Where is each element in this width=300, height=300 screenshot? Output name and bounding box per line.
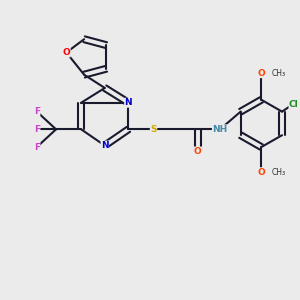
Text: S: S: [150, 125, 157, 134]
Text: NH: NH: [212, 125, 228, 134]
Text: N: N: [124, 98, 132, 107]
Text: CH₃: CH₃: [272, 168, 286, 177]
Text: O: O: [62, 48, 70, 57]
Text: N: N: [101, 141, 109, 150]
Text: CH₃: CH₃: [272, 69, 286, 78]
Text: Cl: Cl: [289, 100, 299, 109]
Text: F: F: [34, 142, 40, 152]
Text: F: F: [34, 107, 40, 116]
Text: O: O: [257, 69, 265, 78]
Text: O: O: [257, 168, 265, 177]
Text: F: F: [34, 125, 40, 134]
Text: methoxy: methoxy: [261, 61, 286, 66]
Text: O: O: [194, 147, 202, 156]
